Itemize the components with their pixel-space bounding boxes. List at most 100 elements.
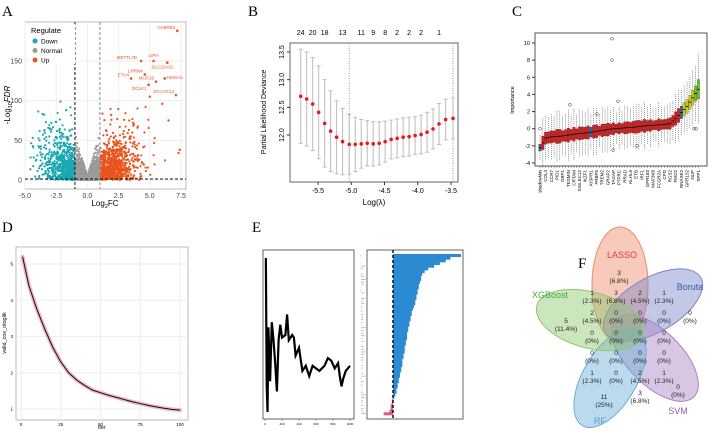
data-point (60, 134, 63, 137)
data-point (103, 170, 106, 174)
data-point (72, 143, 75, 147)
data-point (136, 125, 139, 128)
data-point (125, 151, 128, 154)
data-point (146, 166, 149, 169)
bar (393, 345, 405, 349)
data-point (50, 121, 53, 124)
x-tick-label: KLHL6 (628, 170, 633, 184)
panel-label-d: D (2, 220, 13, 236)
data-point (371, 142, 375, 146)
data-point (72, 163, 75, 166)
data-point (152, 154, 155, 157)
top-count-label: 20 (309, 30, 317, 37)
data-point (298, 94, 303, 99)
data-point (47, 141, 51, 144)
data-point (443, 117, 448, 122)
data-point (115, 141, 118, 144)
data-point (316, 110, 321, 115)
y-axis-label: -Log10FDR (3, 85, 14, 124)
y-tick-label: 12.0 (279, 128, 286, 142)
data-point (62, 165, 65, 168)
data-point (39, 145, 43, 148)
data-point (79, 160, 83, 163)
data-point (104, 160, 107, 163)
data-point (96, 144, 100, 147)
data-point (124, 125, 127, 128)
x-tick-label: 1000 (347, 422, 354, 426)
data-point (53, 145, 56, 148)
data-point (66, 138, 69, 142)
data-point (90, 162, 94, 165)
venn-set-label: SVM (668, 406, 688, 416)
plot-area (262, 249, 355, 420)
bar (393, 299, 416, 303)
bar (393, 267, 429, 271)
data-point (100, 150, 104, 153)
y-tick-label: 50 (14, 138, 22, 145)
data-point (62, 142, 65, 145)
y-tick-label: 100 (10, 98, 22, 105)
data-point (59, 159, 63, 162)
data-point (310, 102, 315, 106)
venn-region-percent: (0%) (609, 378, 623, 385)
data-point (103, 153, 106, 156)
data-point (94, 156, 97, 160)
data-point (92, 156, 95, 160)
data-point (322, 121, 327, 126)
data-point (124, 169, 128, 173)
data-point (125, 154, 129, 157)
venn-region-count: 1 (662, 370, 666, 377)
data-point (81, 160, 84, 163)
data-point (131, 121, 135, 124)
data-point (124, 112, 127, 115)
data-point (118, 139, 121, 142)
x-tick-label: IRF1 (639, 170, 644, 180)
data-point (97, 170, 100, 173)
y-axis-label: Importance (510, 86, 516, 114)
data-point (59, 174, 62, 177)
data-point (132, 166, 135, 169)
data-point (109, 165, 112, 168)
data-point (80, 169, 84, 173)
data-point (72, 175, 75, 178)
data-point (69, 174, 73, 177)
data-point (128, 160, 131, 163)
venn-region-count: 0 (662, 330, 666, 337)
data-point (102, 134, 105, 137)
labeled-point (129, 77, 133, 80)
x-tick-label: -5.0 (345, 188, 357, 195)
bar (391, 401, 393, 405)
outlier-point (610, 58, 614, 62)
venn-region-count: 11 (601, 394, 608, 401)
data-point (82, 165, 85, 169)
data-point (99, 175, 102, 178)
plot-area (534, 32, 708, 167)
data-point (67, 176, 70, 179)
x-tick-label: 0 (20, 422, 23, 427)
data-point (419, 132, 423, 137)
data-point (55, 120, 58, 124)
data-point (106, 159, 109, 162)
data-point (48, 124, 51, 127)
data-point (120, 150, 123, 153)
data-point (134, 145, 137, 149)
data-point (43, 113, 46, 116)
data-point (96, 153, 99, 156)
data-point (78, 147, 81, 150)
data-point (36, 154, 39, 157)
data-point (118, 160, 122, 163)
data-point (80, 156, 83, 159)
data-point (69, 134, 72, 137)
x-tick-label: CCR7 (549, 170, 554, 183)
data-point (122, 161, 125, 164)
labeled-point (175, 29, 179, 33)
data-point (39, 153, 42, 156)
data-point (99, 154, 102, 157)
data-point (140, 154, 143, 157)
data-point (109, 135, 112, 138)
data-point (76, 149, 79, 152)
data-point (58, 177, 61, 180)
venn-region-count: 2 (638, 290, 642, 297)
venn-region-percent: (2.3%) (582, 298, 601, 305)
data-point (116, 163, 119, 166)
